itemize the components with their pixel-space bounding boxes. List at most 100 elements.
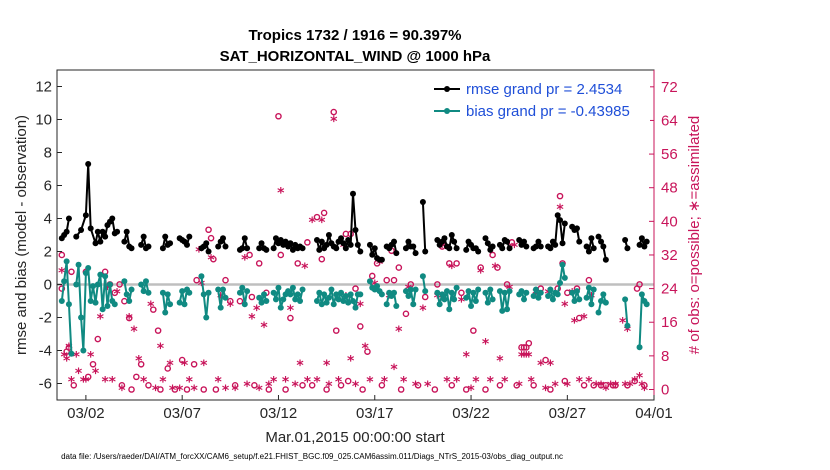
bias-marker [535, 294, 542, 301]
bias-marker [465, 288, 472, 295]
count-assimilated-marker: * [152, 383, 160, 399]
count-assimilated-marker: * [60, 349, 68, 365]
count-assimilated-marker: * [552, 379, 560, 395]
count-possible-marker [294, 260, 302, 267]
count-assimilated-marker: * [424, 379, 432, 395]
bias-marker [342, 293, 349, 300]
count-possible-marker [414, 381, 422, 389]
bias-marker [335, 296, 342, 303]
count-assimilated-marker: * [631, 375, 639, 391]
count-possible-marker [128, 386, 135, 393]
count-assimilated-marker: * [296, 358, 304, 374]
count-assimilated-marker: * [585, 375, 593, 391]
count-possible-marker [482, 386, 489, 393]
bias-marker [583, 294, 590, 301]
count-possible-marker [246, 251, 253, 259]
bias-marker [585, 284, 592, 291]
rmse-marker [402, 245, 409, 252]
bias-marker [126, 298, 133, 304]
chart-title-line2: SAT_HORIZONTAL_WIND @ 1000 hPa [220, 48, 491, 65]
bias-marker [220, 286, 227, 293]
count-assimilated-marker: * [386, 291, 394, 307]
bias-marker [475, 286, 482, 293]
count-assimilated-marker: * [597, 379, 605, 395]
bias-marker [102, 273, 109, 280]
count-assimilated-marker: * [325, 379, 333, 395]
bias-marker [638, 291, 645, 298]
count-assimilated-marker: * [638, 379, 646, 395]
bias-marker [179, 288, 186, 295]
bias-marker [482, 289, 489, 296]
count-possible-marker [178, 356, 186, 364]
count-assimilated-marker: * [207, 253, 215, 269]
count-possible-marker [236, 297, 244, 305]
count-assimilated-marker: * [482, 337, 490, 353]
bias-marker [316, 289, 323, 296]
bias-marker [554, 291, 561, 298]
bias-marker [58, 298, 65, 304]
rmse-marker [220, 235, 227, 242]
rmse-marker [347, 241, 354, 248]
bias-marker [545, 293, 552, 300]
bias-marker [239, 284, 246, 291]
count-assimilated-marker: * [347, 354, 355, 370]
rmse-marker [258, 240, 265, 247]
bias-marker [600, 291, 607, 298]
bias-marker [222, 294, 229, 301]
rmse-marker [378, 256, 385, 263]
count-assimilated-marker: * [63, 354, 71, 370]
bias-marker [598, 298, 605, 304]
count-possible-marker [320, 209, 328, 217]
rmse-marker [340, 240, 347, 247]
y2-tick-label: 64 [661, 112, 678, 129]
count-possible-marker [193, 276, 200, 284]
y2-tick-label: 24 [661, 281, 678, 298]
rmse-marker [349, 190, 356, 197]
legend-bias-label: bias grand pr = -0.43985 [466, 103, 630, 120]
bias-marker [453, 284, 460, 291]
bias-marker [256, 294, 263, 301]
count-possible-marker [602, 381, 610, 389]
count-possible-marker [397, 386, 405, 393]
rmse-marker [203, 240, 210, 247]
rmse-marker [97, 238, 104, 245]
bias-marker [97, 271, 104, 278]
count-assimilated-marker: * [607, 379, 615, 395]
count-possible-marker [580, 381, 588, 389]
bias-marker [73, 281, 80, 288]
bias-marker [63, 258, 70, 265]
count-possible-marker [313, 213, 321, 221]
bias-marker [501, 289, 508, 296]
bias-marker [205, 289, 212, 296]
bias-marker [402, 288, 409, 295]
count-assimilated-marker: * [318, 215, 326, 231]
bias-line [123, 281, 133, 302]
count-assimilated-marker: * [243, 379, 251, 395]
rmse-marker [140, 233, 147, 240]
rmse-marker [523, 243, 530, 250]
rmse-marker [484, 240, 491, 247]
bias-marker [164, 291, 171, 298]
chart-title-line1: Tropics 1732 / 1916 = 90.397% [248, 27, 461, 44]
count-assimilated-marker: * [231, 383, 239, 399]
rmse-marker [282, 238, 289, 245]
count-assimilated-marker: * [87, 349, 95, 365]
y2-tick-label: 40 [661, 213, 678, 230]
y-tick-label: -6 [39, 376, 52, 393]
bias-marker [349, 298, 356, 304]
bias-marker [530, 293, 537, 300]
bias-marker [439, 291, 446, 298]
count-possible-marker [352, 285, 359, 292]
count-assimilated-marker: * [309, 215, 317, 231]
bias-marker [576, 296, 583, 303]
rmse-marker [499, 245, 506, 252]
count-possible-marker [183, 386, 191, 393]
count-assimilated-marker: * [537, 358, 545, 374]
bias-marker [506, 288, 513, 295]
bias-marker [419, 273, 426, 280]
y2-tick-label: 8 [661, 348, 669, 365]
count-assimilated-marker: * [130, 324, 138, 340]
count-possible-marker [251, 381, 258, 389]
count-assimilated-marker: * [621, 379, 629, 395]
count-possible-marker [402, 310, 410, 318]
